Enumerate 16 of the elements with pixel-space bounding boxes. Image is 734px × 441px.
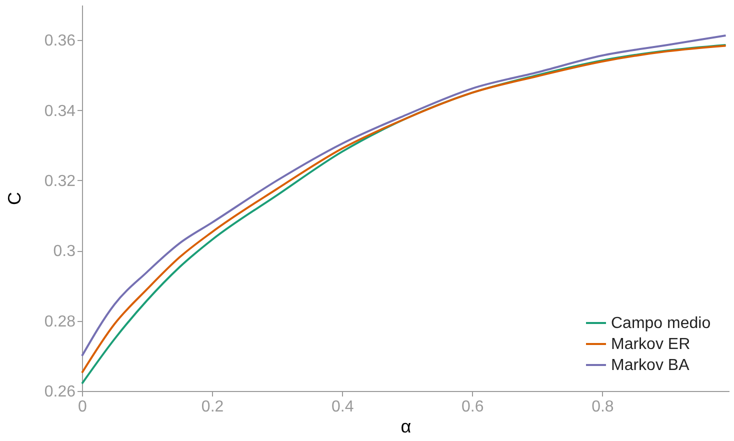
x-tick-label: 0.6: [462, 398, 484, 416]
legend-label: Markov ER: [611, 336, 690, 353]
x-tick-label: 0.2: [201, 398, 224, 416]
y-tick-label: 0.26: [44, 384, 76, 400]
y-tick-label: 0.3: [53, 243, 76, 260]
x-tick-label: 0.8: [592, 398, 614, 416]
y-tick-label: 0.32: [44, 172, 76, 190]
y-tick-label: 0.28: [44, 313, 76, 330]
x-tick-label: 0.4: [331, 398, 354, 416]
y-tick-label: 0.36: [44, 32, 76, 50]
legend-label: Campo medio: [611, 315, 711, 332]
x-tick-label: 0: [78, 398, 88, 416]
y-axis-title: C: [4, 192, 24, 205]
legend-label: Markov BA: [611, 357, 690, 374]
x-axis-title: α: [400, 416, 412, 436]
y-tick-label: 0.34: [44, 102, 76, 120]
